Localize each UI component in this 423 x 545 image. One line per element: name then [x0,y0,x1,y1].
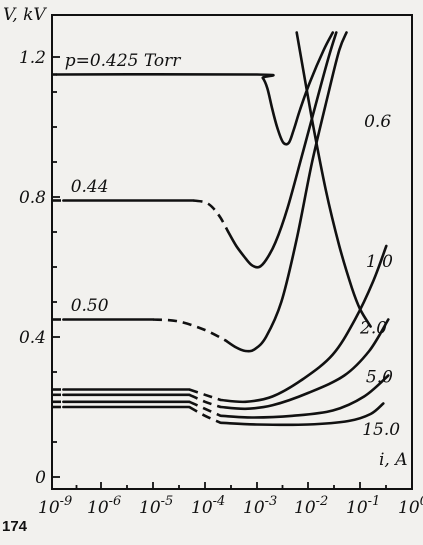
curve-label: 5.0 [366,368,393,388]
curve-labels: p=0.425 Torr 0.6 0.44 1.0 0.50 2.0 5.0 15.0 [65,51,401,440]
x-tick-label: 10-3 [243,494,277,518]
y-tick-labels: 0 0.4 0.8 1.2 [19,48,46,488]
curves [52,31,390,427]
series-dashed-segment [193,199,230,233]
curve-label: 15.0 [362,420,400,440]
series-curve [52,244,388,404]
curve-label: 0.6 [364,112,391,132]
axis-ticks [51,56,413,489]
series-dashed-segment [152,318,227,342]
x-tick-label: 10-1 [346,494,380,518]
x-tick-exponent: -2 [316,494,329,509]
x-tick-exponent: -6 [109,494,122,509]
page-number: 174 [2,518,28,535]
x-tick-exponent: -4 [213,494,226,509]
x-tick-label: 100 [398,494,423,518]
curve-label: 2.0 [359,319,387,339]
y-tick-label: 0 [35,468,46,488]
plot-frame [51,14,413,490]
x-tick-label: 10-2 [294,494,328,518]
series-dashed-segment [188,405,222,424]
series-curve [52,31,335,146]
x-axis-title: i, A [379,450,408,470]
x-tick-label: 10-9 [38,494,72,518]
x-tick-exponent: -9 [60,494,73,509]
x-tick-label: 10-4 [191,494,225,518]
x-tick-labels: 10-9 10-6 10-5 10-4 10-3 10-2 10-1 100 [38,494,423,518]
series-solid-segment [219,402,385,427]
series-curve [52,374,390,419]
x-tick-label: 10-5 [139,494,173,518]
x-tick-label: 10-6 [87,494,121,518]
x-tick-exponent: -5 [161,494,174,509]
x-tick-exponent: -1 [368,494,381,509]
series-dashed-segment [188,393,222,409]
series-solid-segment [219,374,390,419]
series-dashed-segment [188,388,222,402]
curve-label: p=0.425 Torr [65,51,182,71]
series-solid-segment [219,244,388,404]
series-solid-segment [219,318,390,411]
y-tick-label: 1.2 [19,48,46,68]
curve-label: 1.0 [366,252,393,272]
x-tick-exponent: -3 [265,494,278,509]
series-dashed-segment [188,400,222,417]
plot-border [51,14,413,490]
series-solid-segment [55,31,335,146]
x-tick-exponent: 0 [420,494,423,509]
series-curve [52,318,390,411]
y-axis-title: V, kV [3,5,47,25]
curve-label: 0.50 [71,296,109,316]
series-curve [52,402,385,427]
series-solid-segment [227,31,338,269]
y-tick-label: 0.8 [19,188,46,208]
curve-label: 0.44 [71,177,109,197]
series-curve [52,31,348,353]
y-tick-label: 0.4 [19,328,46,348]
series-curve [52,31,338,269]
series-solid-segment [224,31,348,353]
